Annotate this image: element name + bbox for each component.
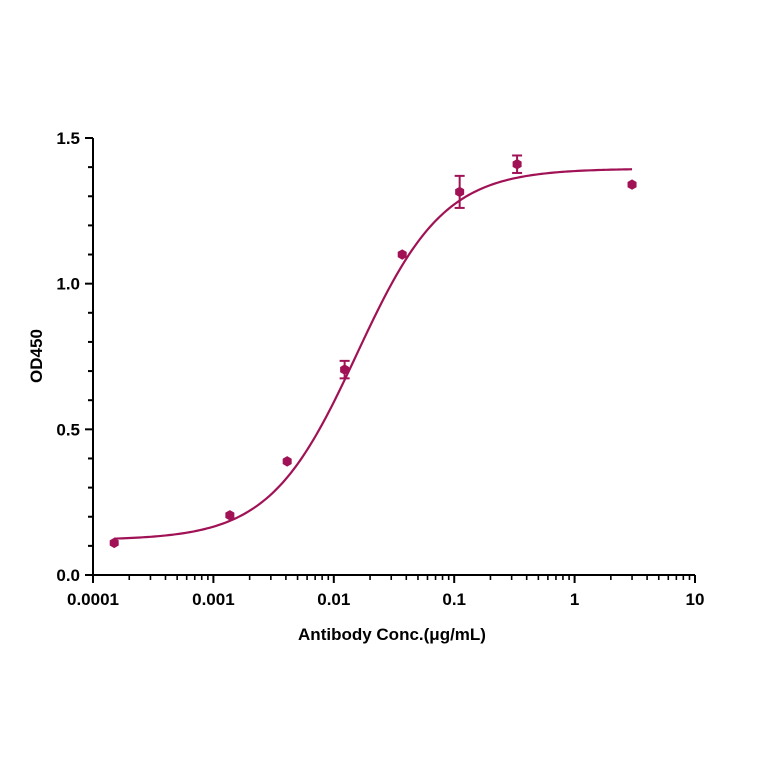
fit-curve xyxy=(114,168,633,540)
y-tick-label: 0.0 xyxy=(56,566,80,585)
data-point xyxy=(455,186,465,198)
data-point xyxy=(340,364,350,375)
x-axis-title: Antibody Conc.(μg/mL) xyxy=(298,625,486,644)
x-tick-label: 0.0001 xyxy=(67,590,119,609)
x-tick-label: 10 xyxy=(686,590,705,609)
y-tick-label: 0.5 xyxy=(56,420,80,439)
data-point xyxy=(627,179,637,190)
y-axis-title: OD450 xyxy=(27,329,46,383)
data-point xyxy=(512,159,522,170)
data-point xyxy=(225,510,235,521)
x-tick-label: 0.1 xyxy=(442,590,466,609)
data-point xyxy=(282,456,292,467)
x-tick-label: 0.01 xyxy=(317,590,350,609)
data-points xyxy=(109,154,637,549)
axes: 0.0 0.5 1.0 1.5 0.0001 0.001 0.01 0.1 1 10 xyxy=(56,129,704,609)
x-tick-label: 1 xyxy=(570,590,579,609)
x-tick-label: 0.001 xyxy=(192,590,235,609)
y-tick-label: 1.0 xyxy=(56,275,80,294)
data-point xyxy=(397,249,407,260)
y-tick-label: 1.5 xyxy=(56,129,80,148)
data-point xyxy=(109,537,119,549)
